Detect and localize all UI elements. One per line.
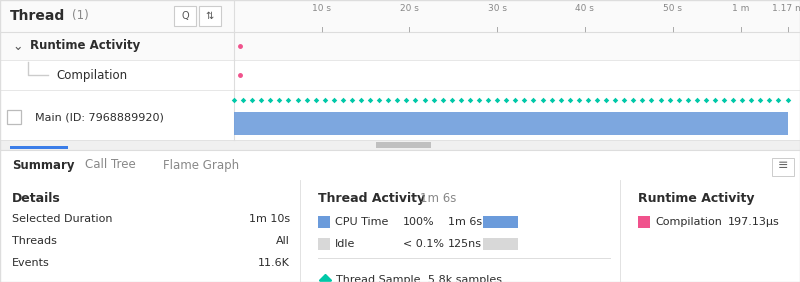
- Text: Flame Graph: Flame Graph: [163, 158, 239, 171]
- Text: ⇅: ⇅: [206, 11, 214, 21]
- Text: Idle: Idle: [335, 239, 355, 249]
- Bar: [0, 32, 800, 60]
- Text: 5.8k samples: 5.8k samples: [428, 275, 502, 282]
- Bar: [375, 142, 430, 148]
- Bar: [0, 60, 800, 90]
- Text: Runtime Activity: Runtime Activity: [30, 39, 140, 52]
- Text: CPU Time: CPU Time: [335, 217, 388, 227]
- Bar: [0, 140, 800, 150]
- Text: 1m 6s: 1m 6s: [448, 217, 482, 227]
- Text: Call Tree: Call Tree: [85, 158, 136, 171]
- Text: Thread: Thread: [10, 9, 66, 23]
- Text: 1 m: 1 m: [732, 4, 750, 13]
- Text: Thread Activity: Thread Activity: [318, 192, 425, 205]
- Text: < 0.1%: < 0.1%: [403, 239, 444, 249]
- Text: Runtime Activity: Runtime Activity: [638, 192, 754, 205]
- Text: (1): (1): [72, 10, 89, 23]
- Text: Main (ID: 7968889920): Main (ID: 7968889920): [35, 112, 164, 122]
- Bar: [174, 6, 196, 26]
- Bar: [10, 146, 68, 149]
- Bar: [772, 158, 794, 176]
- Text: 11.6K: 11.6K: [258, 258, 290, 268]
- Text: 125ns: 125ns: [448, 239, 482, 249]
- Text: 40 s: 40 s: [575, 4, 594, 13]
- Bar: [234, 112, 788, 135]
- Bar: [199, 6, 221, 26]
- Bar: [483, 238, 518, 250]
- Text: Q: Q: [181, 11, 189, 21]
- Text: Compilation: Compilation: [655, 217, 722, 227]
- Bar: [318, 216, 330, 228]
- Text: ⌄: ⌄: [12, 39, 22, 52]
- Text: Events: Events: [12, 258, 50, 268]
- Text: ≡: ≡: [778, 158, 788, 171]
- Bar: [7, 110, 21, 124]
- Text: Compilation: Compilation: [56, 69, 127, 81]
- Bar: [638, 216, 650, 228]
- Text: 1.17 m: 1.17 m: [772, 4, 800, 13]
- Bar: [0, 90, 800, 140]
- Text: All: All: [276, 236, 290, 246]
- Text: Selected Duration: Selected Duration: [12, 214, 113, 224]
- Text: Details: Details: [12, 192, 61, 205]
- Text: 30 s: 30 s: [488, 4, 506, 13]
- Text: Thread Sample: Thread Sample: [336, 275, 421, 282]
- Bar: [318, 238, 330, 250]
- Text: 100%: 100%: [403, 217, 434, 227]
- Text: 20 s: 20 s: [400, 4, 419, 13]
- Bar: [483, 216, 518, 228]
- Bar: [0, 180, 800, 282]
- Text: 50 s: 50 s: [663, 4, 682, 13]
- Text: 10 s: 10 s: [312, 4, 331, 13]
- Text: Threads: Threads: [12, 236, 57, 246]
- Text: Summary: Summary: [12, 158, 74, 171]
- Text: 197.13μs: 197.13μs: [728, 217, 780, 227]
- Bar: [0, 0, 800, 32]
- Text: 1m 6s: 1m 6s: [420, 192, 456, 205]
- Text: 1m 10s: 1m 10s: [249, 214, 290, 224]
- Bar: [0, 150, 800, 180]
